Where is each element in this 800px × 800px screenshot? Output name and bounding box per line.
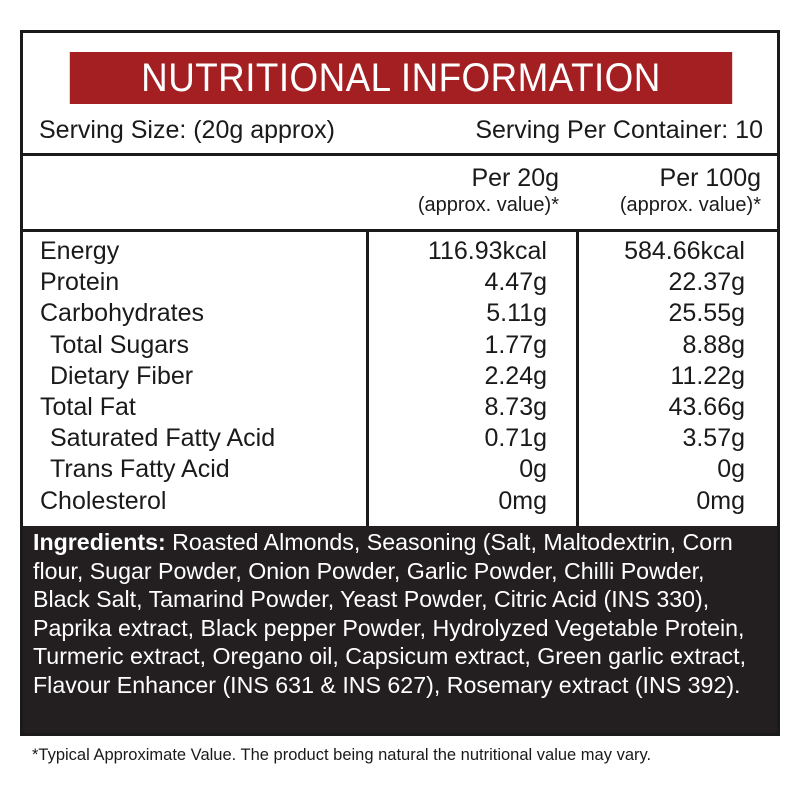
nutrient-row: Protein 4.47g 22.37g [23,267,777,298]
nutrient-value-per-20g: 1.77g [484,330,547,359]
nutrient-value-per-20g: 0.71g [484,424,547,453]
nutrient-name: Total Fat [40,392,136,421]
nutrient-value-per-100g: 0mg [696,486,745,515]
nutrient-name: Saturated Fatty Acid [50,424,276,453]
column-subheading: (approx. value)* [417,194,559,216]
nutrient-value-per-20g: 116.93kcal [427,237,547,265]
nutrient-name: Cholesterol [40,486,167,515]
nutrient-row: Dietary Fiber 2.24g 11.22g [23,361,777,392]
nutrient-name: Energy [40,237,120,265]
nutrient-value-per-100g: 3.57g [682,424,745,453]
nutrient-name: Protein [40,268,120,297]
column-divider [366,229,369,526]
nutrient-value-per-20g: 2.24g [484,361,547,390]
nutrient-name: Carbohydrates [40,299,204,328]
nutrient-value-per-100g: 0g [717,455,745,484]
nutrition-title: NUTRITIONAL INFORMATION [69,52,733,104]
nutrient-value-per-20g: 8.73g [484,392,547,421]
nutrient-value-per-100g: 11.22g [670,361,745,390]
serving-info: Serving Size: (20g approx) Serving Per C… [37,113,765,147]
nutrient-row: Carbohydrates 5.11g 25.55g [23,298,777,329]
column-heading: Per 100g [659,164,761,192]
column-header-per-100g: Per 100g (approx. value)* [620,163,761,217]
nutrient-row: Total Fat 8.73g 43.66g [23,392,777,423]
nutrient-name: Trans Fatty Acid [50,455,230,484]
serving-size: Serving Size: (20g approx) [39,116,335,144]
divider [23,153,777,156]
ingredients-panel: Ingredients: Roasted Almonds, Seasoning … [23,526,777,733]
nutrient-value-per-20g: 5.11g [486,299,547,328]
nutrient-name: Total Sugars [50,330,189,359]
nutrient-table: Energy 116.93kcal 584.66kcal Protein 4.47g 22… [23,236,777,517]
nutrient-value-per-20g: 0mg [498,486,547,515]
nutrient-row: Saturated Fatty Acid 0.71g 3.57g [23,423,777,454]
nutrient-value-per-100g: 8.88g [682,330,745,359]
column-header-per-20g: Per 20g (approx. value)* [418,163,559,217]
nutrient-row: Trans Fatty Acid 0g 0g [23,454,777,485]
nutrition-label: NUTRITIONAL INFORMATION Serving Size: (2… [20,30,780,736]
column-divider [576,229,579,526]
ingredients-label: Ingredients: [33,529,166,555]
column-heading: Per 20g [471,164,559,192]
servings-per-container: Serving Per Container: 10 [475,116,763,144]
nutrient-value-per-100g: 25.55g [668,299,745,328]
nutrient-row: Energy 116.93kcal 584.66kcal [23,236,777,267]
nutrient-row: Cholesterol 0mg 0mg [23,486,777,517]
nutrient-value-per-20g: 0g [519,455,547,484]
nutrient-value-per-100g: 584.66kcal [624,237,745,265]
divider [23,229,777,232]
column-subheading: (approx. value)* [619,194,761,216]
nutrient-value-per-100g: 43.66g [668,392,745,421]
nutrient-name: Dietary Fiber [50,361,194,390]
nutrient-value-per-100g: 22.37g [668,268,745,297]
nutrient-value-per-20g: 4.47g [484,268,547,297]
nutrient-row: Total Sugars 1.77g 8.88g [23,330,777,361]
ingredients-text: Roasted Almonds, Seasoning (Salt, Maltod… [33,529,747,698]
footnote: *Typical Approximate Value. The product … [32,746,652,764]
